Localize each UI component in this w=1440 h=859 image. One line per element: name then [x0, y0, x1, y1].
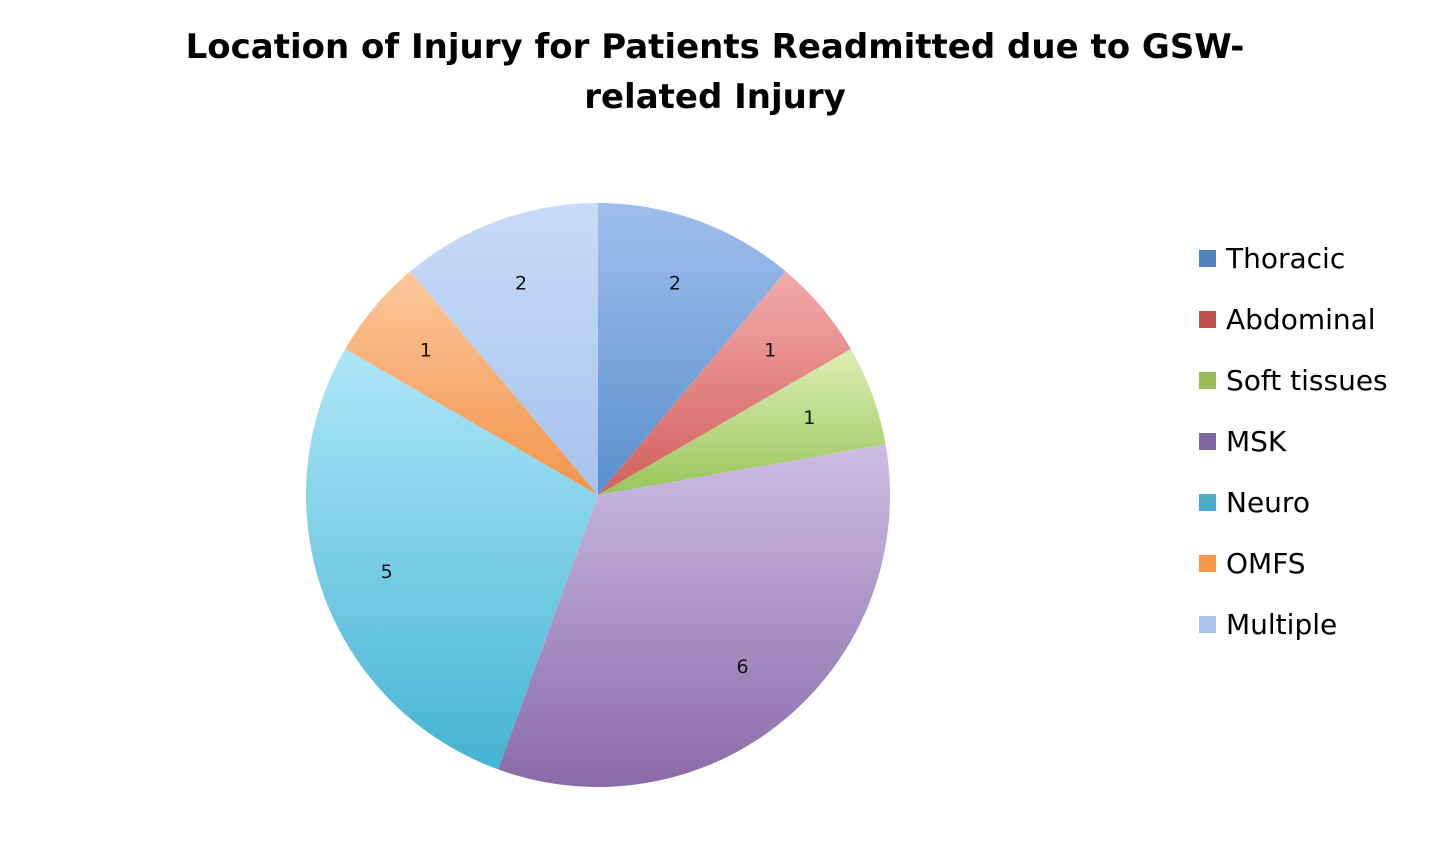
legend-label: Thoracic [1226, 242, 1346, 275]
legend-item-abdominal: Abdominal [1199, 289, 1429, 350]
pie-slice-abdominal [598, 271, 851, 495]
data-label-neuro: 5 [381, 561, 393, 583]
legend-item-omfs: OMFS [1199, 533, 1429, 594]
chart-legend: Thoracic Abdominal Soft tissues MSK Neuro OMF… [1199, 228, 1429, 655]
pie-slice-soft-tissues [598, 349, 886, 495]
legend-swatch [1199, 494, 1216, 511]
legend-swatch [1199, 555, 1216, 572]
legend-item-thoracic: Thoracic [1199, 228, 1429, 289]
legend-swatch [1199, 616, 1216, 633]
pie-slice-omfs [345, 271, 598, 495]
legend-item-multiple: Multiple [1199, 594, 1429, 655]
legend-label: OMFS [1226, 547, 1306, 580]
legend-label: Soft tissues [1226, 364, 1388, 397]
legend-swatch [1199, 433, 1216, 450]
legend-item-soft-tissues: Soft tissues [1199, 350, 1429, 411]
pie-slice-thoracic [598, 203, 786, 495]
legend-swatch [1199, 311, 1216, 328]
data-label-omfs: 1 [420, 340, 432, 362]
legend-label: Neuro [1226, 486, 1310, 519]
pie-slice-msk [498, 444, 890, 787]
chart-title: Location of Injury for Patients Readmitt… [185, 27, 1245, 117]
data-label-abdominal: 1 [764, 340, 776, 362]
legend-label: Multiple [1226, 608, 1338, 641]
legend-swatch [1199, 250, 1216, 267]
pie-slice-neuro [305, 349, 598, 770]
data-label-msk: 6 [736, 656, 748, 678]
legend-label: Abdominal [1226, 303, 1376, 336]
legend-item-msk: MSK [1199, 411, 1429, 472]
legend-item-neuro: Neuro [1199, 472, 1429, 533]
data-label-soft-tissues: 1 [803, 407, 815, 429]
data-label-multiple: 2 [515, 273, 527, 295]
data-label-thoracic: 2 [669, 273, 681, 295]
legend-swatch [1199, 372, 1216, 389]
legend-label: MSK [1226, 425, 1287, 458]
pie-slice-multiple [410, 203, 598, 495]
